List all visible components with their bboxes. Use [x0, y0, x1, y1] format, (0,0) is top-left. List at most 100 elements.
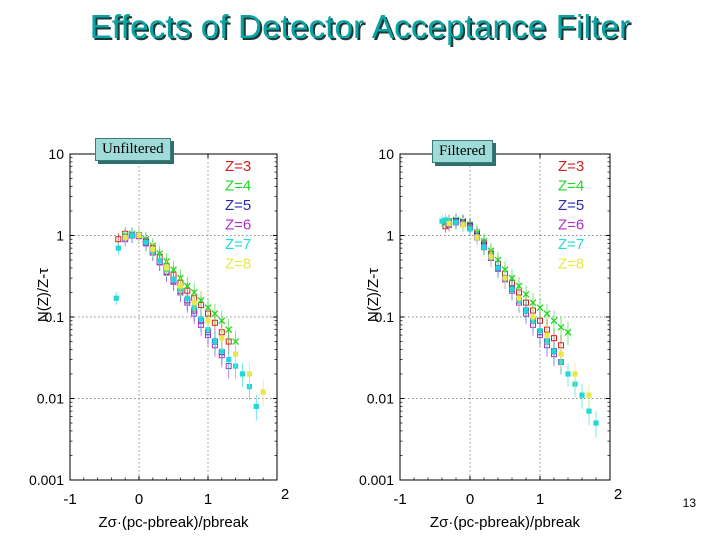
x-tick-label: -1 [63, 491, 76, 508]
data-point [113, 295, 119, 301]
unfiltered-label: Unfiltered [95, 138, 171, 161]
legend-entry: Z=8 [558, 256, 584, 273]
data-point [219, 348, 225, 354]
y-tick-label: 10 [378, 146, 394, 162]
data-point [544, 332, 550, 338]
chart-panel-2: 0.001 0.01 0.1 1 10 -1 0 1 2 N(Z)/Z-τ Zσ·(pc-pbrea… [359, 146, 622, 531]
data-point [453, 219, 459, 225]
data-point [115, 236, 122, 243]
y-tick-label: 1 [386, 228, 394, 244]
data-point [197, 296, 205, 304]
data-point [586, 408, 592, 414]
legend-entry: Z=6 [558, 217, 584, 234]
y-tick-label: 1 [56, 228, 64, 244]
x-axis-label: Zσ·(pc-pbreak)/pbreak [430, 514, 581, 531]
data-point [446, 220, 452, 227]
data-point [218, 317, 226, 325]
data-point [558, 351, 564, 357]
filtered-label: Filtered [432, 140, 493, 163]
data-point [177, 283, 183, 289]
data-point [170, 266, 177, 274]
data-point [474, 234, 480, 240]
legend-entry: Z=5 [558, 197, 584, 214]
x-axis-label: Zσ·(pc-pbreak)/pbreak [98, 514, 249, 531]
data-point [191, 300, 197, 306]
data-point [226, 357, 232, 363]
data-point [516, 295, 522, 301]
y-tick-label: 0.01 [37, 391, 64, 407]
slide-title: Effects of Detector Acceptance Filter [89, 8, 631, 45]
data-point [439, 218, 445, 224]
legend-entry: Z=7 [558, 236, 584, 253]
data-point [212, 338, 218, 345]
data-layer [439, 213, 599, 438]
data-point [515, 282, 523, 290]
data-point [495, 265, 501, 271]
data-point [184, 295, 190, 301]
data-point [502, 275, 508, 281]
page-number: 13 [682, 496, 696, 510]
data-point [143, 239, 149, 246]
x-tick-label: 1 [536, 491, 544, 508]
data-point [522, 290, 530, 298]
data-point [129, 232, 135, 239]
y-tick-label: 0.001 [359, 472, 394, 488]
data-point [460, 222, 466, 228]
data-point [467, 226, 473, 232]
data-point [593, 420, 599, 426]
data-point [233, 351, 239, 357]
data-point [536, 304, 544, 312]
data-point [164, 265, 170, 271]
data-point [170, 276, 177, 282]
data-point [115, 245, 121, 251]
data-point [529, 299, 537, 307]
x-tick-label: 0 [135, 491, 143, 508]
legend-entry: Z=4 [558, 178, 584, 195]
legend-entry: Z=8 [225, 256, 251, 273]
data-point [565, 371, 571, 377]
data-point [537, 328, 543, 334]
y-tick-label: 0.001 [29, 472, 64, 488]
legend-entry: Z=4 [225, 178, 251, 195]
chart-panel-1: 0.001 0.01 0.1 1 10 -1 0 1 2 N(Z)/Z-τ Zσ·(pc-pbrea… [29, 146, 289, 531]
data-point [232, 338, 240, 345]
legend-entry: Z=3 [558, 158, 584, 175]
data-point [523, 307, 529, 314]
x-tick-label: 0 [466, 491, 474, 508]
data-point [564, 328, 572, 336]
x-tick-label: 1 [204, 491, 212, 508]
data-point [557, 323, 565, 331]
data-point [530, 314, 536, 320]
y-tick-label: 0.01 [367, 391, 394, 407]
data-point [157, 258, 163, 264]
data-point [579, 392, 585, 398]
y-tick-label: 10 [48, 146, 64, 162]
data-point [225, 326, 233, 334]
data-point [150, 246, 156, 252]
data-point [211, 310, 219, 318]
data-point [550, 317, 558, 325]
data-point [122, 234, 128, 240]
data-point [508, 274, 516, 282]
data-point [205, 318, 211, 324]
data-point [509, 286, 515, 292]
data-point [481, 244, 487, 250]
data-point [551, 348, 557, 354]
data-point [253, 403, 259, 409]
data-point [219, 335, 225, 341]
data-point [543, 310, 551, 318]
data-point [204, 304, 212, 312]
x-tick-label: -1 [393, 491, 406, 508]
data-point [551, 335, 557, 342]
legend-entry: Z=7 [225, 236, 251, 253]
data-point [260, 389, 266, 395]
y-axis-label: N(Z)/Z-τ [35, 268, 52, 322]
y-tick-label: 0.1 [45, 309, 65, 325]
x-tick-label: 2 [614, 486, 622, 503]
data-layer [113, 226, 266, 421]
data-point [586, 392, 592, 398]
data-point [136, 232, 142, 239]
data-point [488, 254, 494, 260]
data-point [239, 371, 246, 377]
